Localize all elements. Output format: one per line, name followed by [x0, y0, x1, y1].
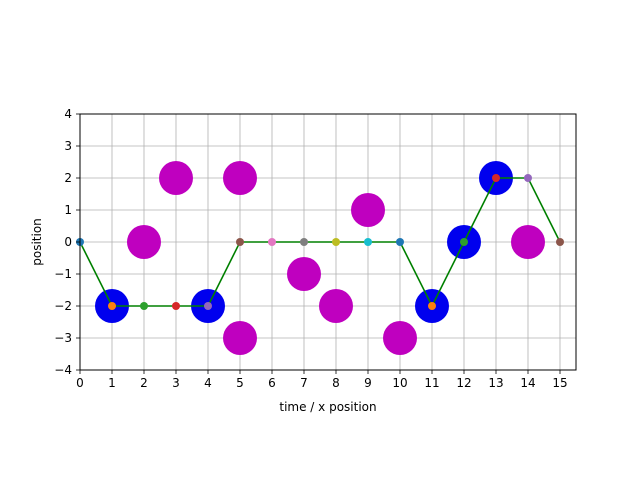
y-tick-label: −4	[54, 363, 72, 377]
small-marker	[396, 238, 404, 246]
large-magenta-marker	[223, 321, 257, 355]
small-marker	[524, 174, 532, 182]
small-marker	[172, 302, 180, 310]
large-magenta-marker	[351, 193, 385, 227]
small-marker	[364, 238, 372, 246]
large-magenta-marker	[511, 225, 545, 259]
x-tick-label: 12	[456, 376, 471, 390]
x-tick-label: 0	[76, 376, 84, 390]
x-tick-label: 10	[392, 376, 407, 390]
x-axis-label: time / x position	[279, 400, 376, 414]
small-marker	[268, 238, 276, 246]
large-magenta-marker	[383, 321, 417, 355]
small-markers	[76, 174, 564, 310]
x-tick-label: 7	[300, 376, 308, 390]
small-marker	[300, 238, 308, 246]
large-magenta-marker	[287, 257, 321, 291]
x-tick-label: 14	[520, 376, 535, 390]
small-marker	[492, 174, 500, 182]
y-axis-label: position	[30, 218, 44, 266]
trajectory-line	[79, 177, 561, 308]
y-tick-label: 1	[64, 203, 72, 217]
small-marker	[460, 238, 468, 246]
small-marker	[108, 302, 116, 310]
x-tick-label: 13	[488, 376, 503, 390]
y-tick-label: 2	[64, 171, 72, 185]
x-tick-label: 1	[108, 376, 116, 390]
y-tick-label: 3	[64, 139, 72, 153]
x-tick-label: 2	[140, 376, 148, 390]
y-tick-label: −1	[54, 267, 72, 281]
small-marker	[556, 238, 564, 246]
x-tick-label: 15	[552, 376, 567, 390]
x-tick-label: 4	[204, 376, 212, 390]
x-tick-label: 3	[172, 376, 180, 390]
x-tick-label: 6	[268, 376, 276, 390]
small-marker	[140, 302, 148, 310]
large-markers	[95, 161, 545, 355]
small-marker	[236, 238, 244, 246]
y-tick-label: 4	[64, 107, 72, 121]
y-tick-label: 0	[64, 235, 72, 249]
large-magenta-marker	[159, 161, 193, 195]
x-tick-label: 11	[424, 376, 439, 390]
y-tick-label: −2	[54, 299, 72, 313]
y-tick-label: −3	[54, 331, 72, 345]
x-tick-label: 8	[332, 376, 340, 390]
large-magenta-marker	[127, 225, 161, 259]
line-layer	[79, 177, 561, 308]
large-magenta-marker	[223, 161, 257, 195]
small-marker	[204, 302, 212, 310]
large-magenta-marker	[319, 289, 353, 323]
x-tick-label: 5	[236, 376, 244, 390]
small-marker	[332, 238, 340, 246]
small-marker	[428, 302, 436, 310]
x-tick-label: 9	[364, 376, 372, 390]
